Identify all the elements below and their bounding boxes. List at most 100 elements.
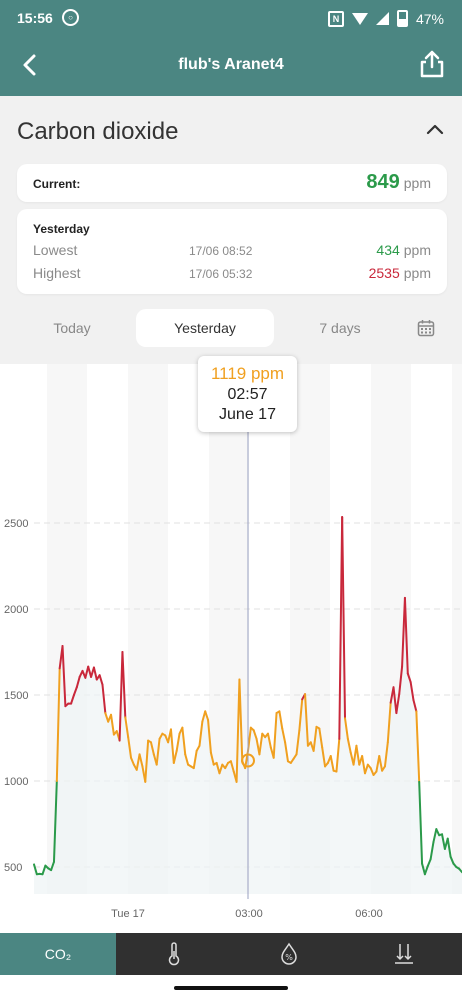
tab-yesterday[interactable]: Yesterday — [136, 309, 274, 347]
tab-7-days[interactable]: 7 days — [319, 320, 361, 336]
bottom-nav: CO₂ % — [0, 933, 462, 975]
line-segment — [378, 755, 384, 772]
yesterday-card: Yesterday Lowest 17/06 08:52 434 ppm High… — [17, 209, 447, 294]
line-segment — [135, 753, 141, 771]
nav-co2[interactable]: CO₂ — [0, 933, 116, 975]
line-segment — [41, 864, 47, 876]
current-number: 849 — [366, 171, 400, 193]
line-segment — [238, 678, 244, 763]
line-segment — [155, 737, 161, 766]
line-segment — [138, 753, 144, 768]
line-segment — [258, 732, 264, 756]
humidity-icon: % — [280, 942, 297, 965]
line-segment — [392, 686, 398, 715]
status-time: 15:56 — [17, 10, 53, 26]
line-segment — [149, 741, 155, 756]
highest-unit: ppm — [403, 265, 431, 281]
line-segment — [101, 683, 107, 715]
line-segment — [92, 666, 98, 681]
line-segment — [329, 755, 335, 772]
line-segment — [386, 701, 392, 744]
line-segment — [435, 828, 441, 837]
line-segment — [181, 726, 187, 756]
gesture-handle[interactable] — [174, 986, 288, 990]
line-segment — [235, 678, 241, 783]
line-segment — [52, 780, 58, 863]
line-segment — [406, 672, 412, 684]
y-tick-label: 1000 — [4, 776, 28, 788]
line-segment — [355, 744, 361, 766]
nav-temperature[interactable] — [116, 933, 231, 975]
line-segment — [98, 674, 104, 686]
line-segment — [449, 855, 455, 865]
hour-band — [452, 364, 462, 894]
tooltip-date: June 17 — [219, 406, 276, 423]
lowest-time: 17/06 08:52 — [189, 244, 253, 258]
y-tick-label: 1500 — [4, 690, 28, 702]
line-segment — [383, 741, 389, 768]
line-segment — [415, 710, 421, 783]
line-segment — [121, 651, 127, 719]
system-nav-bar — [0, 975, 462, 1000]
line-segment — [33, 863, 38, 876]
line-segment — [432, 828, 438, 844]
line-segment — [70, 694, 75, 705]
line-segment — [278, 710, 284, 730]
selected-point — [241, 753, 255, 768]
line-segment — [252, 729, 258, 740]
lowest-number: 434 — [376, 242, 400, 258]
pressure-icon — [395, 944, 413, 964]
chevron-left-icon[interactable] — [16, 51, 44, 79]
line-segment — [369, 767, 375, 776]
line-segment — [409, 681, 415, 702]
dnd-icon: ○ — [62, 9, 79, 26]
y-tick-label: 2000 — [4, 604, 28, 616]
line-segment — [412, 699, 418, 713]
line-segment — [429, 841, 435, 861]
co2-chart-svg[interactable]: 500 1000 1500 2000 2500 Tue 17 03:00 06:00 — [0, 364, 462, 933]
share-icon[interactable] — [418, 49, 446, 79]
line-segment — [418, 780, 424, 865]
line-segment — [426, 858, 432, 868]
svg-text:%: % — [285, 953, 293, 962]
nav-pressure[interactable] — [346, 933, 462, 975]
signal-icon — [375, 12, 389, 25]
line-segment — [318, 727, 324, 749]
line-segment — [130, 756, 135, 766]
tooltip-time: 02:57 — [227, 386, 268, 403]
calendar-icon[interactable] — [417, 319, 435, 337]
line-segment — [55, 667, 61, 782]
nav-humidity[interactable]: % — [231, 933, 346, 975]
line-segment — [403, 596, 409, 675]
line-segment — [295, 729, 301, 756]
line-segment — [298, 698, 304, 732]
line-segment — [284, 741, 289, 763]
section-title: Carbon dioxide — [17, 118, 179, 145]
nfc-icon: N — [327, 10, 344, 27]
co2-chart[interactable]: 500 1000 1500 2000 2500 Tue 17 03:00 06:00 — [0, 364, 462, 933]
line-segment — [127, 736, 133, 759]
line-segment — [398, 665, 404, 696]
y-tick-label: 2500 — [4, 518, 28, 530]
line-segment — [144, 739, 150, 783]
highest-value: 2535 ppm — [369, 265, 431, 281]
tooltip-value: 1119 ppm — [210, 364, 285, 383]
line-segment — [346, 737, 352, 754]
line-segment — [72, 686, 78, 696]
line-segment — [441, 833, 446, 850]
chevron-up-icon[interactable] — [425, 122, 445, 136]
status-bar: 15:56 ○ N 47% — [0, 0, 462, 36]
highest-label: Highest — [33, 265, 81, 281]
line-segment — [50, 860, 55, 872]
line-segment — [198, 720, 204, 747]
current-value: 849 ppm — [366, 171, 431, 194]
lowest-unit: ppm — [403, 242, 431, 258]
highest-time: 17/06 05:32 — [189, 267, 253, 281]
line-segment — [344, 717, 349, 740]
lowest-label: Lowest — [33, 242, 78, 258]
line-segment — [446, 837, 452, 858]
line-segment — [192, 749, 198, 770]
line-segment — [321, 746, 327, 768]
tab-today[interactable]: Today — [53, 320, 91, 336]
line-segment — [304, 693, 309, 747]
